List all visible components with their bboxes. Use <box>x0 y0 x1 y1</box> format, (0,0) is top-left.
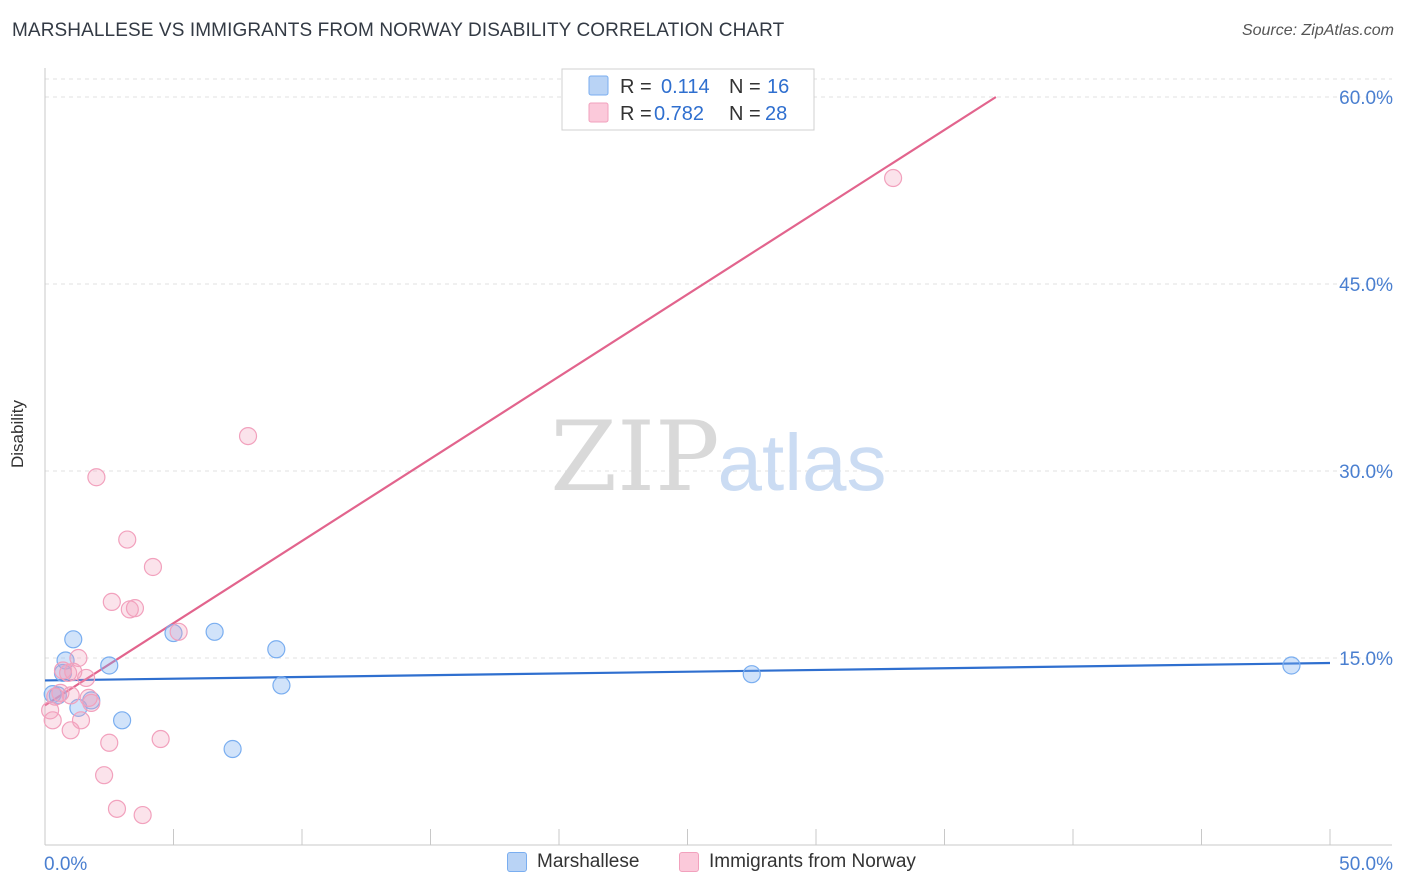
norway-point <box>169 622 188 641</box>
norway-point <box>238 426 258 446</box>
x-tick-label: 0.0% <box>44 854 87 875</box>
legend-r-value-1: 0.114 <box>661 76 710 98</box>
norway-point <box>100 733 119 752</box>
bottom-legend-item-norway: Immigrants from Norway <box>679 851 916 873</box>
norway-point <box>77 668 96 688</box>
norway-point <box>71 711 91 730</box>
legend-n-value-1: 16 <box>767 76 789 98</box>
bottom-legend-swatch-norway <box>679 852 699 872</box>
marshallese-point <box>1282 656 1301 675</box>
marshallese-point <box>223 739 242 759</box>
norway-point <box>143 557 163 577</box>
tick-labels: 15.0% 30.0% 45.0% 60.0% 0.0% 50.0% <box>44 88 1393 875</box>
marshallese-point <box>742 665 761 684</box>
legend-n-value-2: 28 <box>765 103 787 125</box>
norway-point <box>69 648 88 668</box>
norway-point <box>82 693 101 712</box>
chart-title: MARSHALLESE VS IMMIGRANTS FROM NORWAY DI… <box>12 20 785 41</box>
marshallese-point <box>64 630 83 649</box>
norway-point <box>87 468 106 487</box>
y-tick-label: 15.0% <box>1339 649 1393 670</box>
y-tick-label: 60.0% <box>1339 88 1393 109</box>
legend-r-value-2: 0.782 <box>654 103 704 125</box>
bottom-legend-label-norway: Immigrants from Norway <box>709 851 916 872</box>
legend-r-label-1: R = <box>620 76 652 98</box>
watermark-zip: ZIP <box>550 401 719 513</box>
marshallese-trend-line <box>44 661 1331 682</box>
norway-point <box>133 805 152 825</box>
bottom-legend-item-marshallese: Marshallese <box>507 851 639 873</box>
y-tick-label: 45.0% <box>1339 275 1393 296</box>
data-points <box>41 168 1301 825</box>
norway-point <box>59 663 78 683</box>
legend-r-label-2: R = <box>620 103 652 125</box>
norway-point <box>118 530 137 549</box>
marshallese-point <box>205 622 224 641</box>
marshallese-point <box>267 640 286 659</box>
norway-point <box>79 688 98 707</box>
legend-n-label-1: N = <box>729 76 761 98</box>
legend-swatch-marshallese <box>588 75 609 96</box>
marshallese-point <box>272 676 291 695</box>
norway-trend-line <box>44 96 997 707</box>
trend-lines <box>44 96 1331 707</box>
marshallese-point <box>112 711 132 730</box>
legend-n-label-2: N = <box>729 103 761 125</box>
norway-point <box>107 799 127 818</box>
bottom-legend-swatch-marshallese <box>507 852 527 872</box>
norway-point <box>95 766 114 785</box>
y-tick-label: 30.0% <box>1339 462 1393 483</box>
marshallese-point <box>100 656 119 675</box>
bottom-legend-label-marshallese: Marshallese <box>537 851 640 872</box>
norway-point <box>102 592 121 612</box>
norway-point <box>151 729 170 749</box>
norway-point <box>43 711 62 730</box>
bottom-legend: Marshallese Immigrants from Norway <box>0 851 1406 879</box>
legend: R = 0.114 N = 16 R = 0.782 N = 28 <box>561 68 815 131</box>
norway-point <box>883 168 903 188</box>
gridlines <box>45 78 1392 659</box>
norway-point <box>61 686 80 705</box>
source-label: Source: ZipAtlas.com <box>1241 22 1394 39</box>
legend-swatch-norway <box>588 102 609 123</box>
x-tick-label: 50.0% <box>1339 854 1393 875</box>
watermark: ZIP atlas <box>550 401 886 513</box>
norway-point <box>125 599 145 618</box>
watermark-atlas: atlas <box>718 418 887 507</box>
